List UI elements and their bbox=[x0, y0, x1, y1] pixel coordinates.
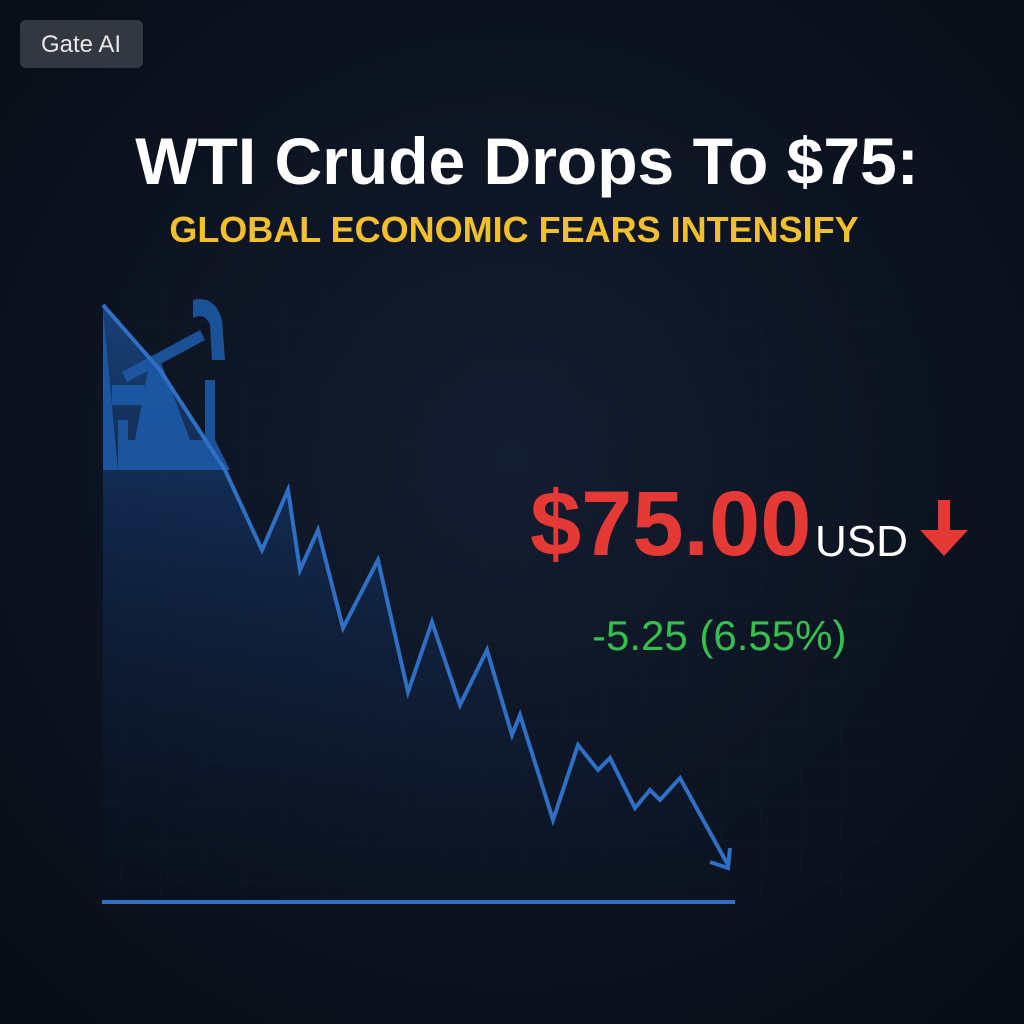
badge: Gate AI bbox=[41, 31, 121, 58]
oil-pump bbox=[103, 299, 230, 470]
price-change: -5.25 (6.55%) bbox=[592, 612, 846, 659]
price-value: $75.00 bbox=[530, 473, 811, 575]
area-fill bbox=[103, 305, 728, 902]
price-unit: USD bbox=[815, 517, 908, 566]
title: WTI Crude Drops To $75: bbox=[135, 124, 919, 198]
subtitle: GLOBAL ECONOMIC FEARS INTENSIFY bbox=[169, 209, 858, 250]
line-arrowhead bbox=[709, 847, 732, 871]
price-line bbox=[101, 303, 730, 866]
badge-bg bbox=[20, 20, 143, 68]
down-arrow bbox=[920, 500, 968, 556]
